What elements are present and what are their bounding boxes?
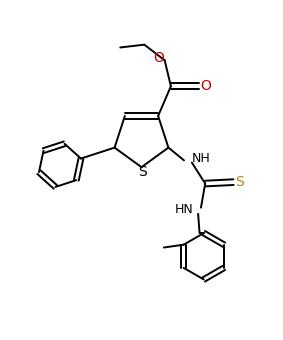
Text: HN: HN [174,203,193,216]
Text: NH: NH [192,152,211,165]
Text: O: O [153,51,164,65]
Text: O: O [200,79,211,93]
Text: S: S [138,165,146,179]
Text: S: S [235,175,244,189]
